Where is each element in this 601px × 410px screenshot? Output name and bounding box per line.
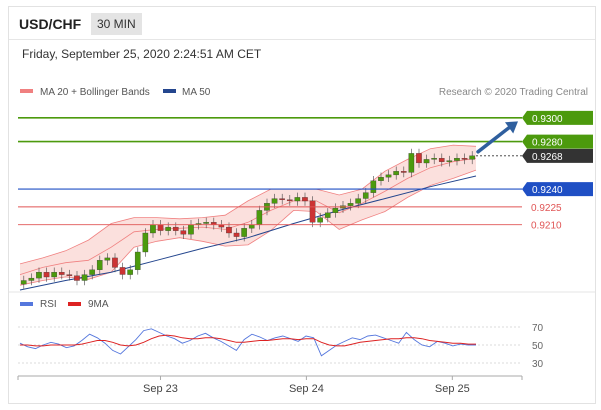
rsi-area: 70 50 30: [18, 323, 544, 370]
ma9-legend-swatch: [68, 302, 81, 306]
level-label: 0.9240: [532, 185, 563, 196]
candle-body: [20, 280, 27, 285]
header-bar: USD/CHF 30 MIN: [9, 7, 595, 40]
candle-body: [134, 251, 141, 270]
candle-body: [233, 232, 240, 237]
9ma-line: [20, 334, 476, 347]
candle-body: [248, 224, 255, 229]
level-label: 0.9225: [531, 203, 562, 214]
rsi-legend-label: RSI: [40, 299, 57, 310]
bollinger-legend-swatch: [20, 89, 33, 93]
candle-body: [454, 158, 460, 161]
candle-body: [378, 177, 384, 181]
rsi-tick-label: 30: [532, 359, 544, 370]
candle-body: [96, 260, 103, 270]
instrument-title: USD/CHF: [19, 16, 82, 32]
candle-body: [294, 197, 301, 202]
candle-body: [461, 158, 468, 160]
candle-body: [36, 272, 42, 279]
candle-body: [226, 226, 232, 234]
bollinger-upper-line: [19, 144, 477, 265]
candle-body: [423, 159, 430, 164]
candle-body: [332, 207, 339, 213]
candle-body: [469, 155, 475, 160]
rsi-line: [19, 328, 476, 357]
candle-body: [431, 158, 437, 160]
levels-layer: 0.9300 0.9280 0.9268 0.9240 0.9225 0.9210: [18, 110, 593, 232]
level-tag: [522, 134, 593, 149]
candle-body: [347, 203, 354, 206]
candle-body: [58, 272, 65, 275]
candle-body: [188, 224, 194, 235]
candle-body: [302, 197, 308, 202]
candle-body: [165, 226, 171, 231]
candle-body: [256, 210, 263, 225]
candle-body: [127, 269, 133, 275]
candle-body: [104, 257, 111, 261]
candle-body: [408, 153, 415, 173]
candle-body: [150, 224, 156, 234]
x-tick-label: Sep 25: [435, 383, 470, 395]
ma50-legend-swatch: [163, 89, 176, 93]
candle-body: [74, 275, 80, 281]
candle-body: [81, 274, 88, 281]
candle-body: [317, 217, 323, 223]
copyright-text: Research © 2020 Trading Central: [439, 87, 588, 98]
candle-body: [324, 212, 331, 218]
candle-body: [119, 267, 126, 275]
candle-body: [446, 160, 453, 162]
ma50-legend-label: MA 50: [182, 87, 211, 98]
level-label: 0.9268: [532, 152, 563, 163]
level-label: 0.9280: [532, 138, 563, 149]
candle-body: [241, 228, 247, 237]
level-tag: [522, 182, 593, 197]
forecast-arrow-shaft: [476, 123, 514, 154]
candle-body: [112, 257, 118, 268]
bollinger-band-fill: [20, 145, 476, 286]
level-tag: [522, 148, 593, 163]
x-axis-ticks: Sep 23 Sep 24 Sep 25: [143, 376, 470, 395]
candle-body: [279, 198, 285, 200]
level-label: 0.9210: [531, 221, 562, 232]
rsi-tick-label: 70: [532, 323, 544, 334]
candle-body: [28, 277, 35, 281]
candle-body: [309, 200, 316, 223]
candle-body: [355, 198, 361, 204]
candle-body: [180, 230, 187, 235]
candle-body: [416, 153, 422, 164]
rsi-tick-label: 50: [532, 341, 544, 352]
ma20-line: [19, 157, 477, 275]
x-tick-label: Sep 24: [289, 383, 324, 395]
candle-body: [393, 171, 399, 176]
candle-body: [286, 199, 293, 202]
candle-body: [157, 224, 164, 231]
bollinger-legend-label: MA 20 + Bollinger Bands: [40, 87, 150, 98]
rsi-legend-swatch: [20, 302, 33, 306]
forecast-arrow-head: [505, 121, 518, 134]
candle-body: [51, 272, 57, 278]
candle-body: [370, 180, 377, 193]
candle-body: [172, 226, 179, 231]
timestamp: Friday, September 25, 2020 2:24:51 AM CE…: [22, 47, 262, 61]
candle-body: [203, 222, 209, 224]
timeframe-badge[interactable]: 30 MIN: [91, 13, 142, 35]
candle-body: [66, 274, 73, 276]
ma50-line: [19, 175, 477, 291]
bollinger-lower-line: [19, 169, 477, 286]
chart-panel: USD/CHF 30 MIN Friday, September 25, 202…: [8, 6, 596, 404]
ma9-legend-label: 9MA: [88, 299, 109, 310]
candle-body: [271, 198, 278, 204]
candle-body: [43, 272, 50, 278]
level-label: 0.9300: [532, 114, 563, 125]
level-tag: [522, 110, 593, 125]
candle-body: [400, 171, 407, 173]
candle-body: [385, 174, 392, 178]
x-tick-label: Sep 23: [143, 383, 178, 395]
price-area: [19, 144, 477, 291]
candle-body: [362, 192, 369, 199]
candle-body: [438, 158, 445, 162]
candle-body: [142, 232, 149, 253]
candle-body: [89, 269, 95, 275]
